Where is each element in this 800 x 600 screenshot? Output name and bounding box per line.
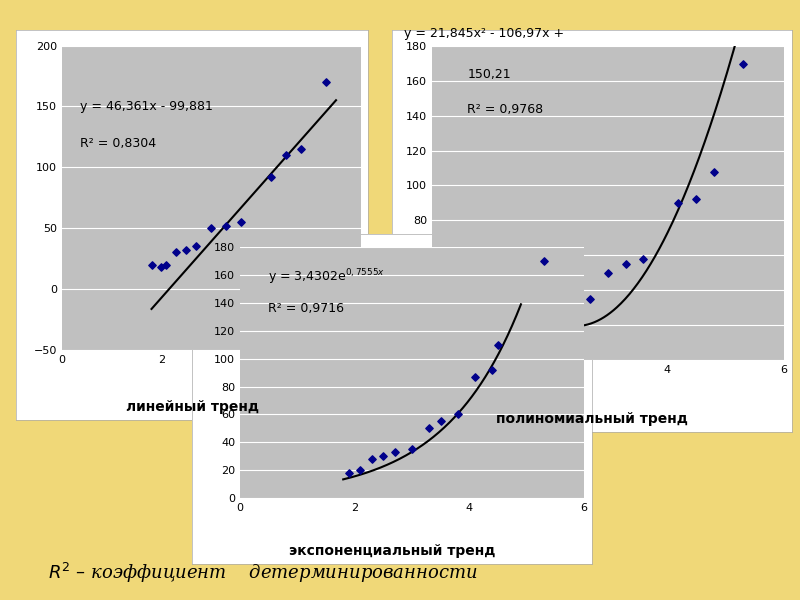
Point	[406, 445, 418, 454]
Text: 150,21: 150,21	[467, 68, 511, 81]
Point	[486, 365, 498, 374]
Point	[170, 248, 183, 257]
Point	[342, 468, 355, 478]
Point	[320, 77, 333, 87]
Text: линейный тренд: линейный тренд	[126, 400, 258, 414]
Text: $R^2$ – коэффициент    детерминированности: $R^2$ – коэффициент детерминированности	[48, 561, 478, 585]
Point	[561, 299, 574, 308]
Point	[180, 245, 193, 255]
Point	[160, 260, 173, 269]
Point	[366, 454, 378, 464]
Point	[737, 59, 750, 68]
Point	[572, 298, 585, 307]
Point	[549, 320, 562, 329]
Point	[707, 167, 720, 176]
Text: полиномиальный тренд: полиномиальный тренд	[496, 412, 688, 426]
Point	[155, 262, 168, 272]
Point	[538, 256, 550, 266]
Point	[235, 217, 248, 227]
Point	[265, 172, 278, 182]
Point	[145, 260, 158, 269]
Point	[602, 268, 614, 277]
Point	[637, 254, 650, 263]
Point	[434, 416, 447, 426]
Point	[672, 198, 685, 208]
Point	[354, 466, 366, 475]
Point	[469, 372, 482, 382]
Text: экспоненциальный тренд: экспоненциальный тренд	[289, 544, 495, 558]
Point	[389, 447, 402, 457]
Text: R² = 0,8304: R² = 0,8304	[80, 137, 156, 150]
Point	[205, 223, 218, 233]
Text: R² = 0,9716: R² = 0,9716	[267, 302, 343, 316]
Text: R² = 0,9768: R² = 0,9768	[467, 103, 543, 116]
Point	[280, 151, 293, 160]
Point	[220, 221, 233, 230]
Text: y = 3,4302e$^{0,7555x}$: y = 3,4302e$^{0,7555x}$	[267, 267, 385, 287]
Text: y = 21,845x² - 106,97x +: y = 21,845x² - 106,97x +	[404, 27, 564, 40]
Point	[543, 320, 556, 329]
Point	[294, 144, 307, 154]
Text: y = 46,361x - 99,881: y = 46,361x - 99,881	[80, 100, 213, 113]
Point	[451, 410, 464, 419]
Point	[584, 294, 597, 304]
Point	[190, 242, 202, 251]
Point	[690, 194, 702, 204]
Point	[422, 424, 435, 433]
Point	[619, 259, 632, 269]
Point	[377, 451, 390, 461]
Point	[491, 340, 505, 350]
